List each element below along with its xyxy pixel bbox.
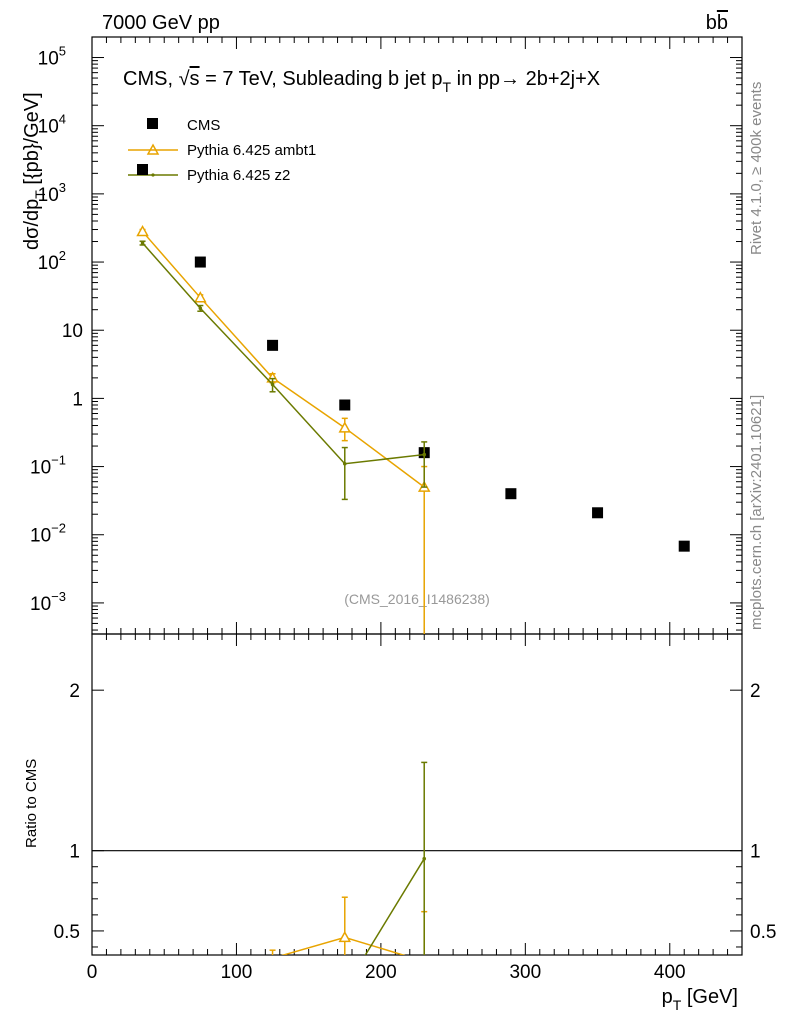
x-tick-label: 400 <box>654 962 686 983</box>
data-point-pythia-6-425-ambt1 <box>338 421 352 433</box>
legend-label-cms: CMS <box>187 117 220 134</box>
y-tick-label: 10−1 <box>30 453 66 479</box>
y-tick-label-base: 10 <box>38 185 59 206</box>
legend-stray-marker <box>137 164 148 175</box>
data-point-pythia-6-425-z2 <box>270 382 275 387</box>
y-tick-label-base: 10 <box>38 49 59 70</box>
y-tick-label-base: 1 <box>72 389 83 410</box>
y-tick-label-exponent: −3 <box>51 589 66 604</box>
x-axis-label-sub: T <box>673 997 682 1013</box>
series-line-pythia-6-425-ambt1 <box>141 231 425 488</box>
data-point-cms <box>339 399 351 411</box>
data-point-cms <box>592 507 604 519</box>
axis-tick-labels: 0 100 200 300 40010−310−210−1110102103104105… <box>30 44 776 983</box>
data-point-pythia-6-425-z2 <box>422 452 427 457</box>
plot-title: CMS, √s = 7 TeV, Subleading b jet pT in … <box>123 68 600 95</box>
plot-title-sqrt: √ <box>179 68 190 90</box>
header-left: 7000 GeV pp <box>102 12 220 34</box>
data-point-pythia-6-425-z2 <box>140 241 145 245</box>
y-tick-label-exponent: 4 <box>59 112 66 127</box>
axis-ticks <box>91 36 743 955</box>
plot-title-a: CMS, <box>123 68 179 90</box>
x-tick-label: 300 <box>509 962 541 983</box>
data-point-cms <box>678 540 690 552</box>
legend: CMS Pythia 6.425 ambt1 Pythia 6.425 z2 <box>128 117 316 184</box>
legend-marker-cms <box>147 118 158 129</box>
ratio-tick-label-left: 1 <box>69 842 80 863</box>
ratio-tick-label-left: 0.5 <box>54 922 80 943</box>
ratio-tick-label-right: 0.5 <box>750 922 776 943</box>
ratio-point-pythia-6-425-z2 <box>422 856 427 861</box>
y-tick-label: 104 <box>38 112 66 138</box>
ratio-tick-label-left: 2 <box>69 681 80 702</box>
data-point-pythia-6-425-ambt1 <box>136 225 149 237</box>
x-axis-label: pT [GeV] <box>662 986 738 1013</box>
data-point-cms <box>267 339 279 351</box>
y-tick-label: 10 <box>62 321 83 342</box>
y-tick-label-base: 10 <box>30 458 51 479</box>
data-point-pythia-6-425-z2 <box>198 306 203 311</box>
ratio-tick-label-right: 1 <box>750 842 761 863</box>
watermark: (CMS_2016_I1486238) <box>344 591 490 607</box>
data-point-cms <box>194 256 206 268</box>
main-plot-data <box>136 225 690 634</box>
y-tick-label: 103 <box>38 180 66 206</box>
plot-title-s: s <box>190 68 200 90</box>
y-tick-label-exponent: 3 <box>59 180 66 195</box>
y-tick-label: 1 <box>72 389 83 410</box>
ratio-plot-data <box>92 761 742 955</box>
x-tick-label: 0 <box>87 962 98 983</box>
ratio-point-pythia-6-425-ambt1 <box>338 930 352 943</box>
ratio-plot-frame <box>91 633 743 956</box>
y-tick-label-base: 10 <box>30 594 51 615</box>
header-right-b: b <box>706 12 717 34</box>
x-axis-label-rest: [GeV] <box>681 986 738 1008</box>
rivet-label: Rivet 4.1.0, ≥ 400k events <box>748 82 765 255</box>
y-tick-label-base: 10 <box>62 321 83 342</box>
y-axis-label-sub: T <box>32 190 48 199</box>
data-point-cms <box>505 488 517 500</box>
x-tick-label: 200 <box>365 962 397 983</box>
y-tick-label-exponent: −2 <box>51 521 66 536</box>
ratio-tick-label-right: 2 <box>750 681 761 702</box>
y-tick-label-exponent: 2 <box>59 248 66 263</box>
plot-title-c: in pp→ 2b+2j+X <box>451 68 600 90</box>
legend-marker-ambt1 <box>146 143 160 155</box>
legend-marker-z2 <box>151 173 155 177</box>
x-axis-label-p: p <box>662 986 673 1008</box>
y-axis-label-b: [{pb}/GeV] <box>21 92 43 190</box>
y-tick-label: 102 <box>38 248 66 274</box>
ratio-y-axis-label: Ratio to CMS <box>23 759 40 848</box>
y-axis-label: dσ/dpT [{pb}/GeV] <box>21 92 48 250</box>
x-tick-label: 100 <box>221 962 253 983</box>
y-tick-label-base: 10 <box>30 526 51 547</box>
plot-title-sub: T <box>443 79 452 95</box>
y-tick-label: 105 <box>38 44 66 70</box>
y-tick-label-base: 10 <box>38 117 59 138</box>
series-line-pythia-6-425-z2 <box>141 242 425 465</box>
data-point-pythia-6-425-z2 <box>342 461 347 466</box>
legend-label-z2: Pythia 6.425 z2 <box>187 167 290 184</box>
mcplots-label: mcplots.cern.ch [arXiv:2401.10621] <box>748 395 765 630</box>
header-right-bbar: b <box>717 12 728 34</box>
plot-title-b: = 7 TeV, Subleading b jet p <box>200 68 443 90</box>
data-point-pythia-6-425-ambt1 <box>194 291 207 303</box>
y-tick-label: 10−3 <box>30 589 66 615</box>
y-tick-label: 10−2 <box>30 521 66 547</box>
y-tick-label-exponent: −1 <box>51 453 66 468</box>
y-tick-label-base: 10 <box>38 253 59 274</box>
y-axis-label-a: dσ/dp <box>21 199 43 250</box>
ratio-line-pythia-6-425-z2 <box>364 858 425 955</box>
legend-label-ambt1: Pythia 6.425 ambt1 <box>187 142 316 159</box>
y-tick-label-exponent: 5 <box>59 44 66 59</box>
header-right: bb <box>706 12 728 34</box>
